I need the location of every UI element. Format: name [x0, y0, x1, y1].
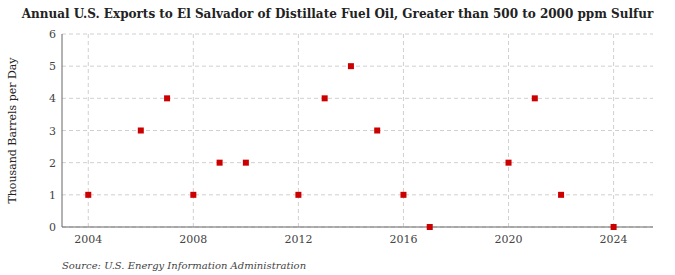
point	[558, 192, 564, 198]
x-tick-label: 2020	[495, 233, 523, 246]
y-grid-line	[62, 98, 653, 99]
y-grid-line	[62, 227, 653, 228]
y-tick-label: 5	[49, 60, 56, 73]
source: Source: U.S. Energy Information Administ…	[62, 260, 306, 271]
point	[400, 192, 406, 198]
x-grid-line	[403, 34, 404, 227]
x-tick-label: 2012	[284, 233, 312, 246]
point	[611, 224, 617, 230]
title: Annual U.S. Exports to El Salvador of Di…	[21, 7, 654, 21]
point	[427, 224, 433, 230]
x-grid-line	[193, 34, 194, 227]
x-grid-line	[88, 34, 89, 227]
y-tick-label: 1	[49, 189, 56, 202]
point	[348, 63, 354, 69]
point	[217, 160, 223, 166]
point	[138, 128, 144, 134]
x-axis-line	[62, 227, 653, 228]
point	[506, 160, 512, 166]
y-grid-line	[62, 34, 653, 35]
x-tick-label: 2024	[600, 233, 628, 246]
point	[322, 95, 328, 101]
chart: 0 1 2 3 4 5 6 2004 2008 2012 2016 2020 2024 Annual U.…	[0, 0, 675, 275]
point	[164, 95, 170, 101]
x-grid-line	[508, 34, 509, 227]
x-tick-label: 2016	[389, 233, 417, 246]
x-tick-label: 2004	[74, 233, 102, 246]
y-grid-line	[62, 194, 653, 195]
y-tick-label: 4	[49, 92, 56, 105]
point	[243, 160, 249, 166]
y-tick-label: 0	[49, 221, 56, 234]
x-grid-line	[613, 34, 614, 227]
x-grid-line	[298, 34, 299, 227]
point	[190, 192, 196, 198]
y-tick-label: 2	[49, 157, 56, 170]
point	[374, 128, 380, 134]
point	[85, 192, 91, 198]
point	[295, 192, 301, 198]
y-axis-label: Thousand Barrels per Day	[6, 57, 19, 204]
grid	[62, 34, 653, 227]
x-tick-label: 2008	[179, 233, 207, 246]
points	[85, 63, 616, 230]
point	[532, 95, 538, 101]
y-tick-label: 3	[49, 125, 56, 138]
y-axis-line	[62, 34, 63, 227]
y-grid-line	[62, 162, 653, 163]
y-grid-line	[62, 130, 653, 131]
y-tick-label: 6	[49, 28, 56, 41]
y-grid-line	[62, 66, 653, 67]
